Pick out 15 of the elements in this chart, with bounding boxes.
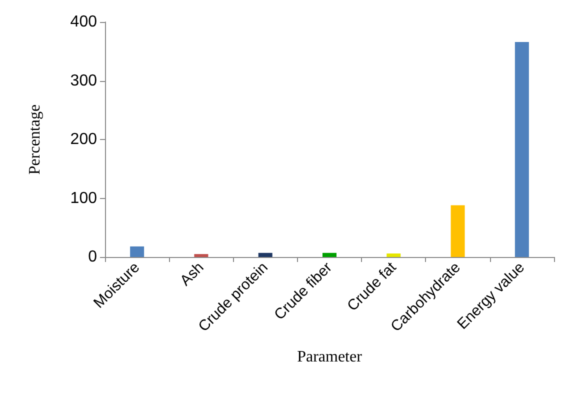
bar (258, 252, 272, 257)
x-tick-label: Ash (176, 258, 208, 290)
y-tick-label: 100 (70, 190, 98, 207)
y-axis-title: Percentage (26, 104, 44, 175)
y-tick-label: 400 (70, 14, 98, 30)
bar (194, 254, 208, 257)
bar (130, 246, 144, 257)
bar (514, 42, 529, 257)
y-tick-label: 0 (88, 248, 98, 266)
y-tick-label: 300 (70, 72, 98, 90)
bar (322, 252, 336, 257)
bar (450, 205, 465, 257)
y-tick-label: 200 (70, 131, 98, 148)
x-axis-title: Parameter (297, 348, 363, 366)
bar (386, 253, 401, 257)
